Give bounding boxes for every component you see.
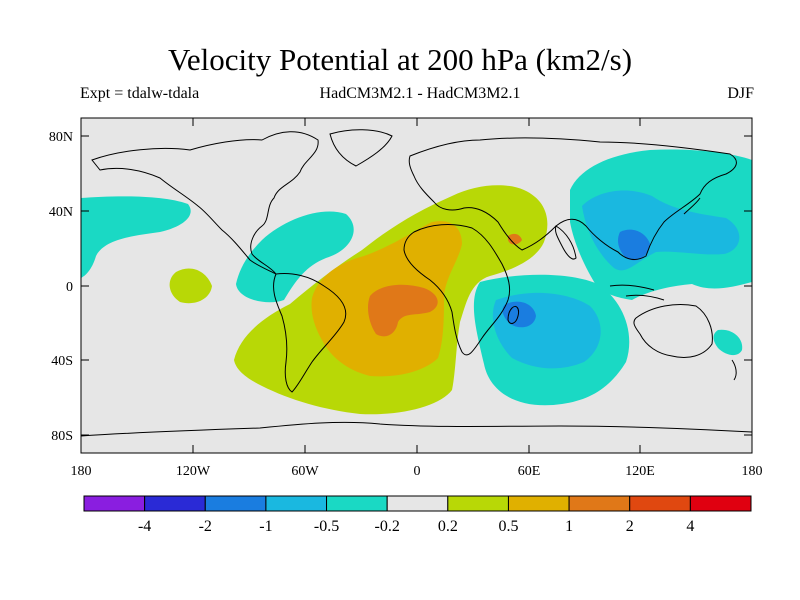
experiment-label: Expt = tdalw-tdala bbox=[80, 85, 200, 102]
coast-australia bbox=[633, 304, 713, 358]
colorbar-swatch bbox=[265, 495, 328, 512]
coast-india bbox=[555, 225, 577, 260]
x-tick-label: 60W bbox=[291, 464, 319, 479]
coast-new-zealand bbox=[731, 359, 737, 381]
x-tick-label: 0 bbox=[414, 464, 421, 479]
colorbar-label: 0.2 bbox=[438, 518, 458, 535]
contour-fills bbox=[81, 149, 752, 415]
contour-pos-mideast bbox=[508, 233, 522, 245]
x-tick-label: 180 bbox=[742, 464, 763, 479]
colorbar-swatch bbox=[386, 495, 449, 512]
contour-neg-caribbean bbox=[236, 211, 354, 303]
coast-greenland bbox=[329, 129, 393, 167]
colorbar-label: -1 bbox=[259, 518, 272, 535]
contour-neg-far-east bbox=[713, 329, 743, 356]
colorbar-label: -0.5 bbox=[314, 518, 339, 535]
y-axis: 80N 40N 0 40S 80S bbox=[49, 130, 752, 444]
season-label: DJF bbox=[727, 85, 754, 102]
contour-pos-atlantic-strong bbox=[368, 284, 438, 337]
contour-pos-pacific bbox=[169, 268, 212, 304]
x-tick-label: 120E bbox=[625, 464, 655, 479]
coast-antarctica bbox=[81, 421, 752, 437]
colorbar-swatch bbox=[326, 495, 388, 512]
y-tick-label: 40S bbox=[51, 354, 73, 369]
x-tick-label: 60E bbox=[518, 464, 541, 479]
y-tick-label: 80N bbox=[49, 130, 73, 145]
coast-north-america bbox=[91, 131, 319, 275]
x-axis: 180 120W 60W 0 60E 120E 180 bbox=[71, 118, 763, 479]
y-tick-label: 80S bbox=[51, 429, 73, 444]
colorbar-swatch bbox=[204, 495, 267, 512]
x-tick-label: 120W bbox=[176, 464, 211, 479]
contour-neg-west-pacific-strong bbox=[618, 229, 650, 261]
colorbar-label: 1 bbox=[565, 518, 573, 535]
model-label: HadCM3M2.1 - HadCM3M2.1 bbox=[319, 85, 521, 102]
y-tick-label: 0 bbox=[66, 280, 73, 295]
colorbar-swatch bbox=[629, 495, 691, 512]
colorbar-label: 2 bbox=[626, 518, 634, 535]
colorbar: -4 -2 -1 -0.5 -0.2 0.2 0.5 1 2 4 bbox=[83, 495, 752, 535]
colorbar-label: 0.5 bbox=[498, 518, 518, 535]
coast-madagascar bbox=[507, 305, 519, 324]
coast-indonesia bbox=[609, 284, 665, 301]
contour-neg-indian-ocean-strong bbox=[502, 301, 536, 328]
colorbar-label: -0.2 bbox=[375, 518, 400, 535]
colorbar-swatch bbox=[568, 495, 631, 512]
map-title: Velocity Potential at 200 hPa (km2/s) bbox=[167, 42, 633, 77]
colorbar-swatch bbox=[507, 495, 570, 512]
coast-south-america bbox=[273, 273, 347, 393]
colorbar-label: -2 bbox=[199, 518, 212, 535]
y-tick-label: 40N bbox=[49, 205, 73, 220]
colorbar-swatch bbox=[83, 495, 146, 512]
coast-africa bbox=[403, 224, 511, 356]
colorbar-label: 4 bbox=[686, 518, 694, 535]
colorbar-label: -4 bbox=[138, 518, 151, 535]
colorbar-swatch bbox=[447, 495, 509, 512]
coast-japan bbox=[683, 197, 701, 215]
coastlines bbox=[81, 129, 752, 437]
x-tick-label: 180 bbox=[71, 464, 92, 479]
colorbar-swatch bbox=[144, 495, 206, 512]
colorbar-swatch bbox=[689, 495, 752, 512]
coast-eurasia bbox=[408, 137, 737, 260]
contour-neg-north-pacific-east bbox=[81, 196, 191, 278]
